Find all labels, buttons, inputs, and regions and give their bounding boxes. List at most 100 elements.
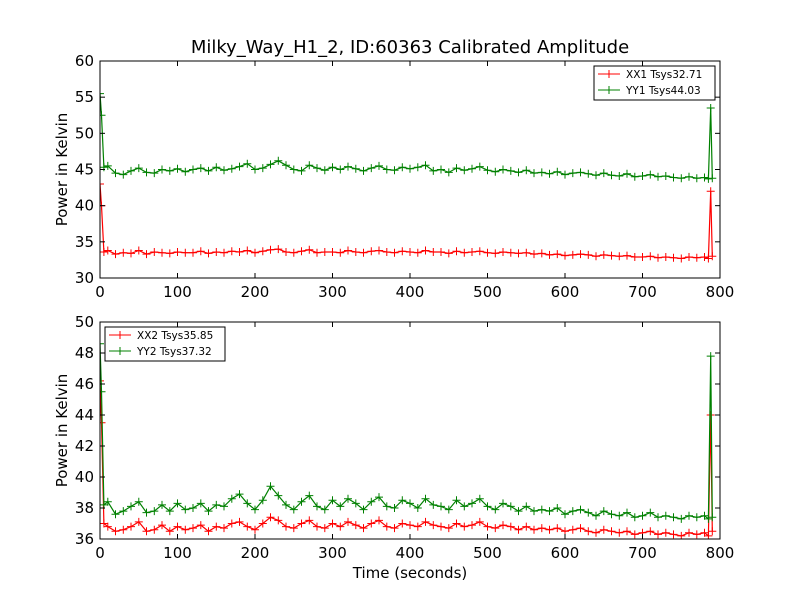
legend-marker-xx1 [605,70,613,78]
data-point-yy1 [390,166,399,175]
data-point-yy2 [127,502,135,511]
data-point-xx1 [706,187,715,196]
data-point-yy2 [545,507,554,516]
data-point-yy1 [297,166,306,175]
data-point-xx1 [258,247,267,256]
data-point-yy1 [111,169,120,178]
data-point-xx1 [561,251,569,260]
data-point-xx2 [235,517,244,526]
data-point-yy1 [266,160,275,169]
y-tick-label: 40 [75,197,94,215]
data-point-yy2 [706,352,715,361]
data-point-yy1 [227,164,236,173]
legend-label-yy1: YY1 Tsys44.03 [625,85,701,97]
data-point-xx2 [561,527,569,536]
data-point-xx1 [468,248,476,256]
data-point-yy2 [468,499,476,508]
data-point-xx2 [615,528,624,537]
data-point-xx2 [685,528,693,537]
data-point-xx2 [313,522,321,531]
data-point-yy1 [599,169,608,178]
data-point-xx2 [537,524,546,533]
data-point-xx1 [677,254,686,263]
data-point-xx1 [328,248,337,256]
y-tick-label: 35 [75,233,94,251]
data-point-yy1 [406,164,414,173]
data-point-xx1 [460,248,469,257]
data-point-yy1 [344,162,352,171]
data-point-xx1 [375,246,383,255]
data-point-xx1 [111,250,120,259]
data-point-yy2 [142,508,151,517]
y-tick-label: 38 [75,499,94,517]
data-point-xx1 [289,248,298,257]
legend-label-yy2: YY2 Tsys37.32 [136,346,212,358]
data-point-xx1 [545,250,554,259]
data-point-xx1 [305,245,314,254]
data-point-yy1 [134,164,143,173]
data-point-yy2 [243,499,252,508]
data-point-yy1 [661,172,670,180]
data-point-xx2 [499,521,507,530]
data-point-yy2 [584,508,593,517]
data-point-yy1 [685,172,693,181]
data-point-xx1 [452,247,461,256]
data-point-yy1 [189,165,197,174]
data-point-yy2 [220,502,228,511]
data-point-yy1 [491,167,500,176]
data-point-yy1 [646,170,655,179]
data-point-yy2 [475,494,484,503]
data-point-yy1 [706,104,715,112]
data-point-xx1 [142,250,151,259]
y-tick-label: 60 [75,52,94,70]
data-point-yy1 [704,174,713,183]
data-point-xx1 [623,251,631,260]
data-point-xx2 [336,522,345,531]
data-point-xx2 [530,525,538,534]
data-point-xx1 [266,245,275,254]
data-point-xx2 [475,517,484,526]
data-point-xx2 [181,525,190,534]
x-axis-title: Time (seconds) [352,564,468,582]
x-tick-label: 600 [551,544,580,562]
data-point-yy1 [320,166,329,175]
x-tick-label: 200 [241,283,270,301]
data-point-xx1 [173,248,182,256]
data-point-yy2 [654,513,662,522]
top-x-ticks: 0 100 200 300 400 500 600 700 800 [95,61,734,301]
x-tick-label: 300 [318,283,347,301]
data-point-yy2 [452,496,461,505]
data-point-xx1 [661,253,670,261]
data-point-yy1 [468,164,476,173]
data-point-yy2 [382,502,391,511]
data-point-yy1 [700,173,709,182]
data-point-yy2 [530,507,538,516]
data-point-yy2 [661,511,670,520]
data-point-yy1 [351,164,360,173]
data-point-xx2 [568,525,577,534]
data-point-yy1 [196,164,205,173]
data-point-yy2 [406,499,414,508]
data-point-yy1 [561,170,569,179]
data-point-yy1 [165,166,174,175]
x-tick-label: 600 [551,283,580,301]
top-y-axis-title: Power in Kelvin [53,113,71,227]
data-point-yy2 [677,514,686,523]
data-point-xx2 [173,522,182,531]
data-point-yy2 [592,511,600,520]
data-point-xx2 [444,524,453,533]
data-point-yy2 [685,511,693,520]
data-point-xx2 [607,527,616,536]
data-point-yy1 [708,174,717,183]
x-tick-label: 500 [473,283,502,301]
data-point-xx2 [227,519,236,528]
data-point-yy1 [692,174,701,183]
data-point-xx2 [100,376,104,385]
data-point-xx1 [103,246,112,255]
data-point-xx2 [421,517,430,526]
data-point-yy2 [165,507,174,516]
data-point-yy2 [274,491,283,500]
data-point-xx2 [274,516,283,525]
data-point-yy2 [305,491,314,500]
data-point-yy2 [553,504,562,512]
